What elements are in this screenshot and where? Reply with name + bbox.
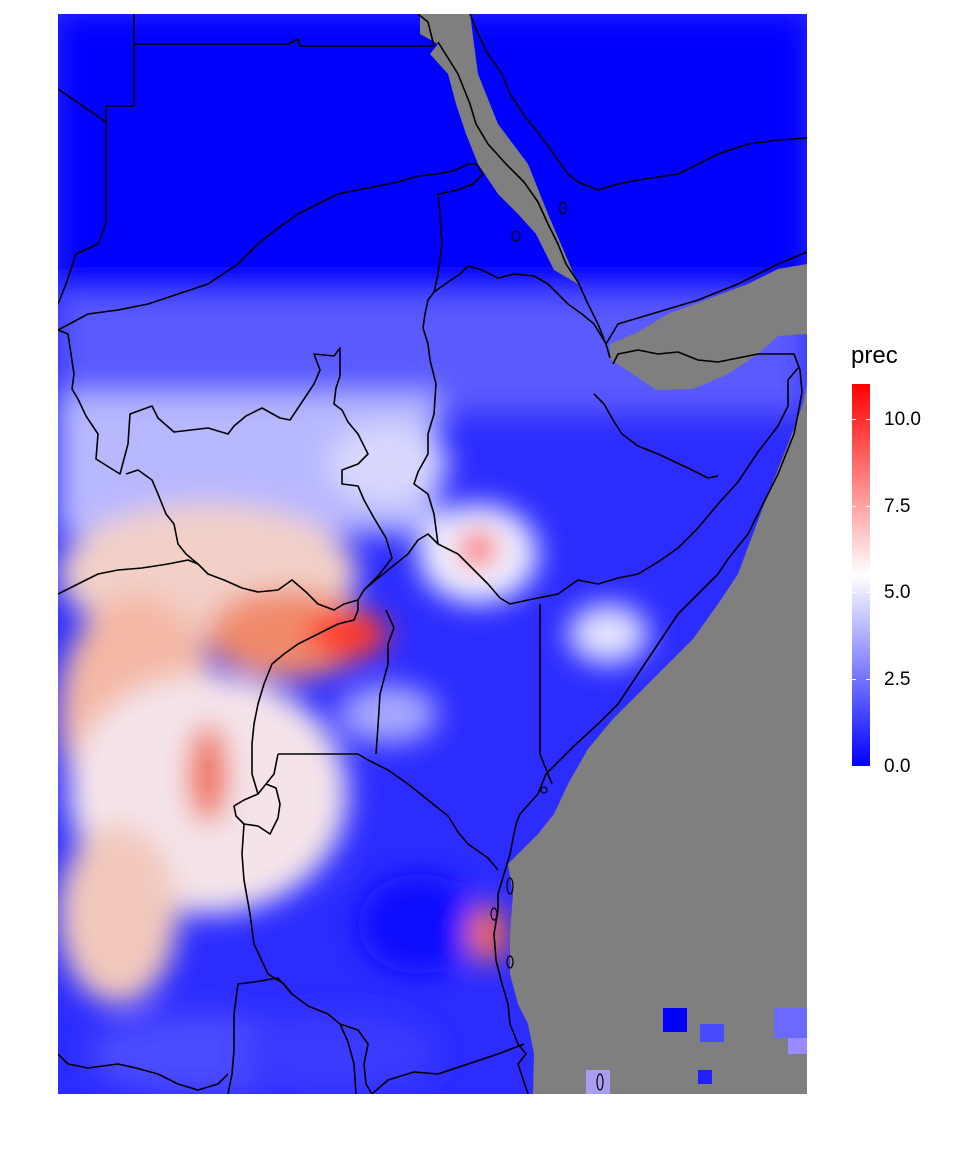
legend-tick-label: 7.5 [884,495,911,517]
legend-tick-mark [866,592,870,594]
legend-colorbar [852,384,870,766]
legend-tick-mark [852,679,856,681]
legend-tick-mark [852,418,856,420]
legend-tick-mark [866,505,870,507]
red-sea [420,14,578,284]
precipitation-map [58,14,807,1094]
legend-tick-label: 5.0 [884,582,911,604]
legend-tick-mark [866,766,870,767]
legend-tick-label: 0.0 [884,756,911,777]
legend-tick-label: 2.5 [884,669,911,691]
islands [490,201,604,1091]
precipitation-field [58,14,807,1094]
gulf-of-aden [610,264,807,390]
ocean-na [420,14,807,1094]
ocean-cells [586,1008,807,1094]
indian-ocean [508,384,807,1094]
legend-tick-mark [866,418,870,420]
legend-tick-mark [852,505,856,507]
country-borders [58,14,799,1094]
legend-tick-label: 10.0 [884,408,921,430]
legend-tick-mark [866,679,870,681]
legend-tick-mark [852,766,856,767]
legend-title: prec [851,342,898,369]
coastlines [437,14,807,1094]
legend-tick-mark [852,592,856,594]
